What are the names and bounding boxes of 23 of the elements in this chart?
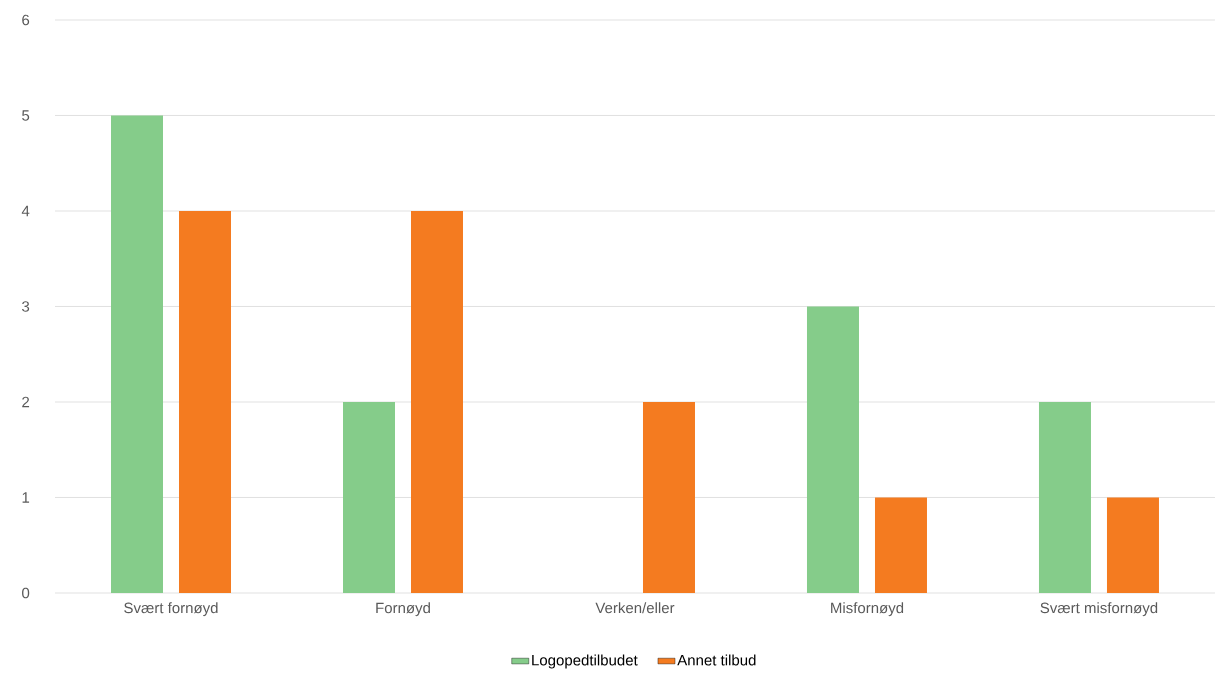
bar bbox=[1038, 401, 1091, 593]
bar bbox=[806, 306, 859, 593]
bar bbox=[179, 210, 231, 593]
y-tick-label: 5 bbox=[22, 110, 30, 121]
bar bbox=[642, 401, 695, 593]
bar bbox=[411, 210, 463, 593]
y-tick-label: 1 bbox=[22, 492, 30, 503]
bar bbox=[111, 115, 163, 593]
y-tick-label: 0 bbox=[22, 587, 30, 599]
bar bbox=[1106, 497, 1159, 593]
y-tick-label: 2 bbox=[22, 396, 30, 408]
x-tick-label: Misfornøyd bbox=[831, 602, 904, 617]
legend-label: Annet tilbud bbox=[677, 654, 756, 666]
x-tick-label: Fornøyd bbox=[376, 602, 430, 617]
y-tick-label: 3 bbox=[22, 301, 30, 312]
bar bbox=[874, 497, 927, 593]
x-tick-label: Svært misfornøyd bbox=[1040, 602, 1158, 617]
bar bbox=[343, 401, 395, 593]
x-tick-label: Svært fornøyd bbox=[124, 602, 218, 617]
y-tick-label: 6 bbox=[22, 14, 30, 26]
legend-label: Logopedtilbudet bbox=[532, 654, 638, 669]
y-tick-label: 4 bbox=[21, 205, 30, 217]
x-tick-label: Verken/eller bbox=[595, 602, 675, 614]
